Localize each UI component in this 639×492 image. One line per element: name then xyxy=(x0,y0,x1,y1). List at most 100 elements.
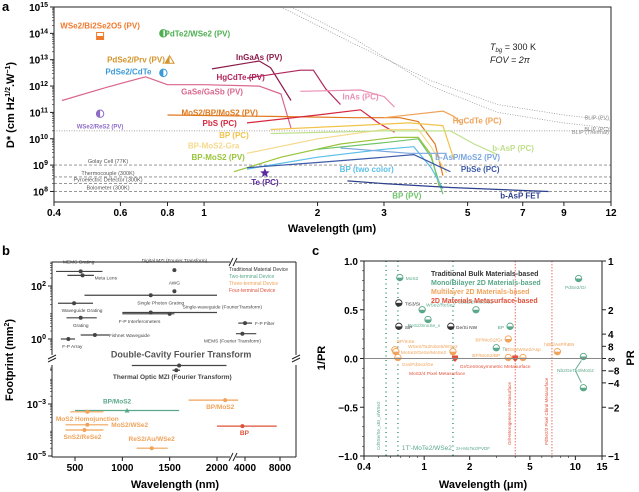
series-label-pbs-pc: PbS (PC) xyxy=(203,119,238,128)
series-label-pdse2-cdte: PdSe2/CdTe xyxy=(105,68,152,77)
marker-pdte2-wse2-pv xyxy=(159,29,168,38)
pr-point-nb2gete4-mos2-neg xyxy=(579,384,588,392)
pr-label-tis3-si: TiS3/Si xyxy=(405,301,420,307)
footprint-label-single-waveguide-fouriertransform: Single-waveguide (FourierTransform) xyxy=(183,305,263,311)
series-line-ingaas-pv xyxy=(211,60,292,101)
pr-point-wse2-ta2nise5-wse2: WSe2/Ta2NiSe5/WSe2 xyxy=(408,344,458,356)
x-tick-label: 9 xyxy=(561,208,567,219)
series-label-b-asp-mos2-pv: b-AsP/MoS2 (PV) xyxy=(435,153,500,162)
y-tick-label: 10−3 xyxy=(27,399,46,411)
y-tick-base: 10 xyxy=(33,161,45,172)
point-marker xyxy=(223,398,228,403)
footprint-label-fishnet-waveguide: Fishnet Waveguide xyxy=(109,333,150,339)
footprint-label-bp: BP xyxy=(240,430,250,437)
footprint-item-double-cavity-fourier-transform: Double-Cavity Fourier Transform xyxy=(111,350,252,368)
marker-pdse2-prv-pv xyxy=(164,54,175,64)
pr-label-mose2-gese-mose2: MoSe2/GeSe/MoSe2 xyxy=(401,350,447,356)
footprint-label-double-cavity-fourier-transform: Double-Cavity Fourier Transform xyxy=(111,350,252,360)
panel-c-xlabel: Wavelength (μm) xyxy=(439,479,528,491)
axis-break-mark xyxy=(232,452,238,462)
triangle-marker-fill xyxy=(165,55,170,64)
pr-label-pdse2-gr: PdSe2/Gr xyxy=(565,285,586,291)
pr-point-mos2: MoS2 xyxy=(396,273,419,282)
series-label-wse2-bi2se2o5-pv: WSe2/Bi2Se2O5 (PV) xyxy=(60,21,140,30)
y-tick-label: 100 xyxy=(31,334,46,346)
legend-entry-four-terminal-device: Four-terminal Device xyxy=(229,288,276,294)
y-tick-label: 108 xyxy=(33,186,48,198)
y-tick-label: 109 xyxy=(33,160,48,172)
axis-break-mark xyxy=(47,357,57,363)
footprint-label-mems-fourier-transform: MEMS (Fourier Transform) xyxy=(204,339,261,345)
footprint-item-mems-fourier-transform: MEMS (Fourier Transform) xyxy=(204,331,261,345)
x-tick-label: 1 xyxy=(421,462,427,473)
footprint-item-res2-au-wse2: ReS2/Au/WSe2 xyxy=(129,436,175,451)
series-line-gase-gasb-pv xyxy=(61,76,292,129)
y-tick-label: 10−5 xyxy=(27,451,46,463)
footprint-label-sns2-rese2: SnS2/ReSe2 xyxy=(63,434,101,441)
circle-marker-fill xyxy=(472,309,480,313)
panel-a-annotation-fov: FOV = 2π xyxy=(490,55,531,65)
footprint-item-awg: AWG xyxy=(169,280,180,294)
series-label-te-pc: Te (PC) xyxy=(251,178,279,187)
right-tick-label: −8 xyxy=(608,367,620,378)
y-tick-label: 1013 xyxy=(29,55,48,67)
pr-label-gr-centrosymmetric-metasurface: Gr/Centrosymmetric Metasurface xyxy=(460,364,531,370)
pr-point-wse2-rese2: WSe2/ReSe2 xyxy=(418,302,456,314)
y-tick-exp: 2 xyxy=(42,281,46,288)
footprint-item-waveguide-grating: Waveguide Grating xyxy=(57,301,103,314)
y-tick-exp: 13 xyxy=(40,55,48,62)
point-marker xyxy=(240,331,245,336)
panel-letter-b: b xyxy=(2,243,10,258)
point-marker xyxy=(66,337,71,341)
panel-b-xlabel: Wavelength (nm) xyxy=(131,479,220,491)
y-tick-base: 10 xyxy=(31,335,43,346)
circle-marker-fill xyxy=(580,387,587,391)
point-marker xyxy=(240,424,245,429)
circle-marker-fill xyxy=(159,29,164,38)
x-tick-label: 1000 xyxy=(111,463,134,474)
y-tick-label: −0.5 xyxy=(338,403,358,414)
y-tick-label: 102 xyxy=(31,281,46,293)
x-tick-label: 0.8 xyxy=(161,208,175,219)
footprint-item-sns2-rese2: SnS2/ReSe2 xyxy=(63,428,104,441)
axis-break-mark xyxy=(228,257,234,267)
y-tick-base: 10 xyxy=(29,135,41,146)
series-label-bp-mos2-gra: BP-MoS2-Gra xyxy=(188,141,240,150)
y-tick-label: −1.0 xyxy=(338,452,358,463)
x-tick-label: 1500 xyxy=(159,463,182,474)
right-tick-label: 1 xyxy=(608,257,614,268)
series-line-bp-mos2-pv xyxy=(233,136,440,187)
series-label-bp-mos2-pv: BP-MoS2 (PV) xyxy=(191,153,245,162)
footprint-item-f-p-array: F-P Array xyxy=(60,337,83,350)
y-tick-exp: −5 xyxy=(38,451,46,458)
y-tick-base: 10 xyxy=(27,400,39,411)
star-marker xyxy=(260,168,270,178)
pr-label-te: Te xyxy=(502,346,507,352)
footprint-label-f-p-array: F-P Array xyxy=(62,344,83,350)
pr-point-mose2-gese-mose2: MoSe2/GeSe/MoSe2 xyxy=(392,348,447,356)
y-tick-label: 1010 xyxy=(29,134,48,146)
circle-marker-fill xyxy=(418,309,426,313)
footprint-item-mos2-wse2: MoS2/WSe2 xyxy=(65,422,149,429)
footprint-item-fishnet-waveguide: Fishnet Waveguide xyxy=(80,333,150,339)
footprint-label-mos2-wse2: MoS2/WSe2 xyxy=(111,422,148,429)
y-tick-exp: 0 xyxy=(42,334,46,341)
point-marker xyxy=(174,368,179,373)
pr-point-bp: BP xyxy=(498,322,514,331)
footprint-label-mos2-homojunction: MoS2 Homojunction xyxy=(56,416,119,423)
reference-label-pyroelectric-detector-300k: Pyroelectric Detector (300K) xyxy=(73,178,142,184)
y-tick-exp: 8 xyxy=(44,186,48,193)
pr-point-pdse2-2h-mote2: PdSe2/2H-MoTe2 xyxy=(455,299,493,314)
point-marker xyxy=(148,293,153,298)
x-tick-label: 1 xyxy=(201,208,207,219)
series-line-pbse-pc xyxy=(246,154,451,173)
pr-label-mos2: MoS2 xyxy=(406,276,419,282)
y-tick-base: 10 xyxy=(29,108,41,119)
y-tick-label: 1015 xyxy=(29,2,48,14)
square-marker-fill xyxy=(96,35,104,40)
series-label-b-asp-fet: b-AsP FET xyxy=(500,191,540,200)
point-marker xyxy=(243,321,247,326)
marker-pdse2-cdte xyxy=(159,68,168,78)
marker-te-pc xyxy=(260,168,270,178)
